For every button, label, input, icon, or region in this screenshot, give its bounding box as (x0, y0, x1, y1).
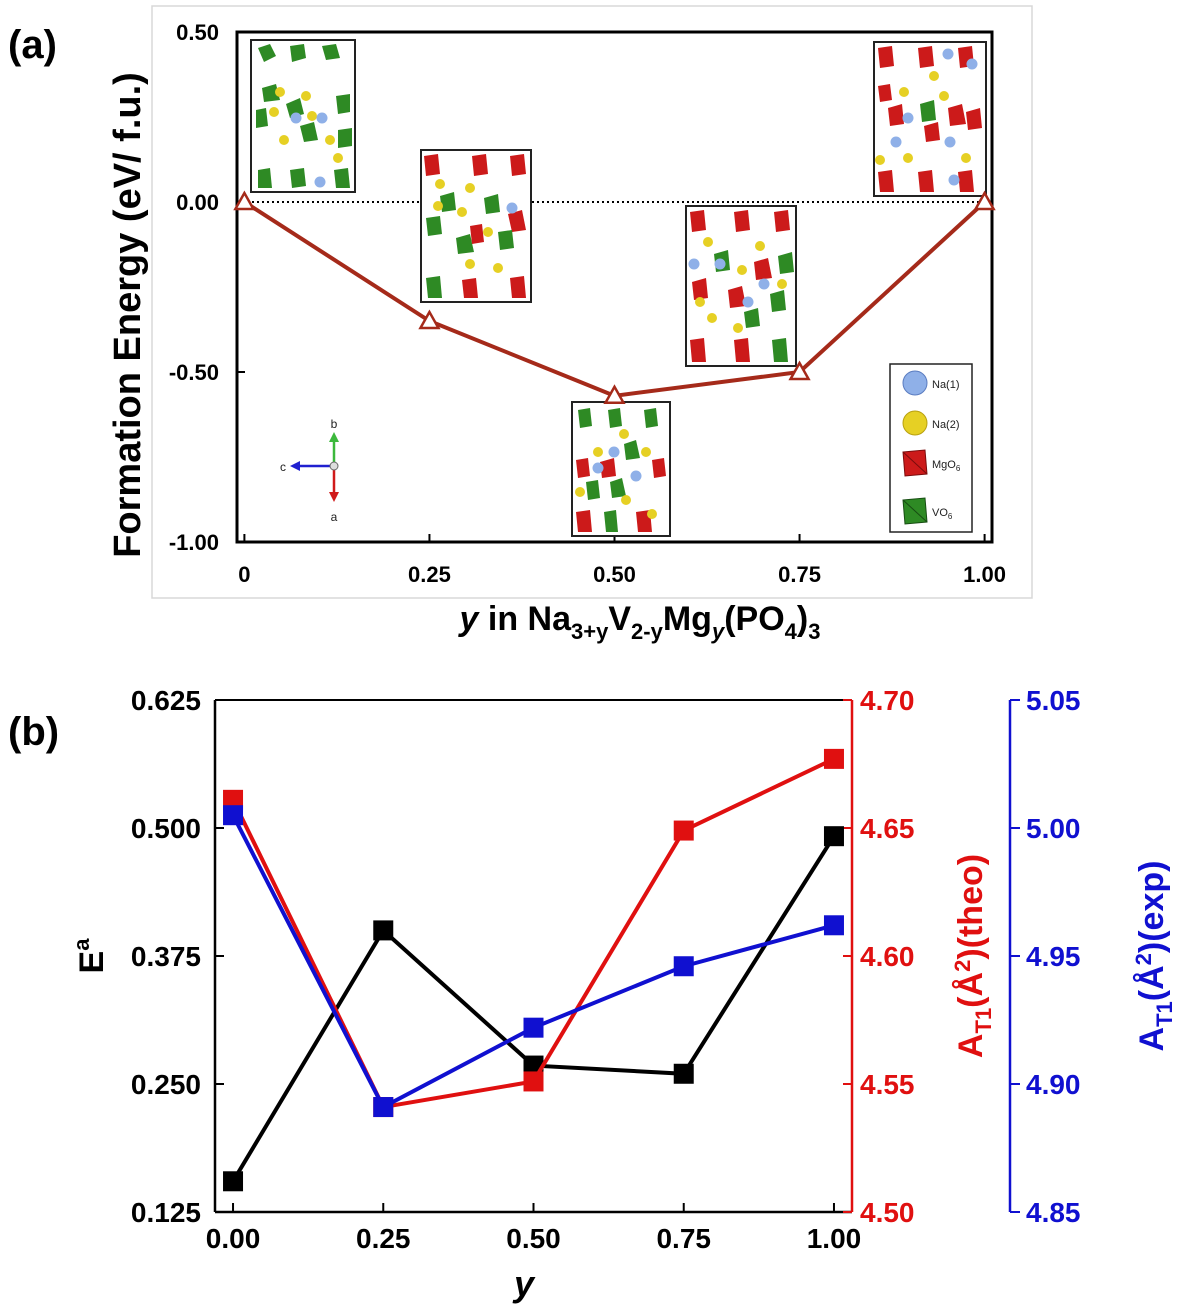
a-theo-series-point (823, 748, 844, 769)
axis-glyph-b-label: b (331, 417, 338, 431)
b-left-ytick-label: 0.125 (131, 1197, 201, 1228)
panel-b-ylabel-exp: AT1(Å2)(exp) (1131, 861, 1177, 1052)
b-exp-ytick-label: 4.90 (1026, 1069, 1081, 1100)
b-exp-ytick-label: 4.85 (1026, 1197, 1081, 1228)
b-xtick-label: 0.75 (656, 1223, 711, 1254)
panel-a: (a) 0 0.25 0.50 0.75 1.00 0.50 0.00 -0.50 -1.00 (8, 5, 1033, 644)
a-exp-series-point (373, 1097, 394, 1118)
legend-label-mgo6: MgO6 (932, 459, 961, 473)
ea-series-line (231, 835, 836, 1183)
formation-energy-point (418, 309, 441, 330)
a-theo-series-point (673, 820, 694, 841)
b-left-ytick-label: 0.500 (131, 813, 201, 844)
a-ytick-label: -0.50 (169, 360, 219, 385)
a-exp-series-point (523, 1017, 544, 1038)
a-ytick-label: -1.00 (169, 530, 219, 555)
formation-energy-point (233, 190, 256, 211)
a-ytick-label: 0.50 (176, 20, 219, 45)
a-theo-series-point (223, 789, 244, 810)
panel-a-label: (a) (8, 23, 57, 67)
panel-b-label: (b) (8, 710, 59, 754)
panel-a-xlabel: y in Na3+yV2-yMgy(PO4)3 (458, 600, 821, 644)
structure-inset-y0 (250, 39, 356, 193)
ea-series-point (823, 826, 844, 847)
b-left-ytick-label: 0.625 (131, 685, 201, 716)
formation-energy-point (788, 360, 811, 381)
a-xtick-label: 0.75 (778, 562, 821, 587)
legend: Na(1) Na(2) MgO6 VO6 (889, 363, 973, 533)
panel-b: (b) 0.00 0.25 0.50 0.75 1.00 0.125 0.250 0.375 0… (8, 685, 1177, 1304)
a-ytick-label: 0.00 (176, 190, 219, 215)
na1-legend-swatch (902, 370, 928, 396)
ea-series-point (673, 1063, 694, 1084)
crystal-axes-glyph: b c a (280, 417, 339, 524)
legend-label-vo6: VO6 (932, 507, 953, 521)
a-xtick-label: 0.25 (408, 562, 451, 587)
b-xtick-label: 0.50 (506, 1223, 561, 1254)
formation-energy-point (973, 190, 996, 211)
a-theo-series-line (231, 757, 835, 1110)
structure-inset-y025 (420, 149, 532, 303)
b-xtick-label: 0.00 (206, 1223, 261, 1254)
b-exp-ytick-label: 4.95 (1026, 941, 1081, 972)
b-exp-ytick-label: 5.05 (1026, 685, 1081, 716)
b-left-ytick-label: 0.250 (131, 1069, 201, 1100)
a-xtick-label: 0.50 (593, 562, 636, 587)
panel-b-xlabel: y (512, 1263, 536, 1304)
a-exp-series-point (823, 915, 844, 936)
b-theo-ytick-label: 4.65 (860, 813, 915, 844)
a-xtick-label: 0 (238, 562, 250, 587)
b-theo-ytick-label: 4.50 (860, 1197, 915, 1228)
legend-label-na2: Na(2) (932, 419, 960, 431)
b-theo-ytick-label: 4.70 (860, 685, 915, 716)
panel-b-ylabel-theo: AT1(Å2)(theo) (950, 854, 996, 1058)
axis-glyph-c-label: c (280, 460, 286, 474)
a-exp-series-point (673, 956, 694, 977)
structure-inset-y05 (571, 401, 671, 537)
panel-b-ylabel-left: Ea (69, 938, 111, 974)
formation-energy-line (243, 200, 986, 398)
panel-a-ylabel: Formation Energy (eV/ f.u.) (107, 72, 149, 558)
b-left-ytick-label: 0.375 (131, 941, 201, 972)
ea-series-point (223, 1171, 244, 1192)
panel-a-outer-frame (151, 5, 1033, 599)
ea-series-point (373, 920, 394, 941)
b-exp-ytick-label: 5.00 (1026, 813, 1081, 844)
na2-legend-swatch (902, 410, 928, 436)
b-xtick-label: 1.00 (807, 1223, 862, 1254)
a-exp-series-point (223, 805, 244, 826)
axis-glyph-a-label: a (331, 510, 338, 524)
a-theo-series-point (523, 1071, 544, 1092)
formation-energy-point (603, 384, 626, 405)
structure-inset-y075 (685, 205, 797, 367)
b-theo-ytick-label: 4.55 (860, 1069, 915, 1100)
b-theo-ytick-label: 4.60 (860, 941, 915, 972)
structure-inset-y1 (873, 41, 987, 197)
b-xtick-label: 0.25 (356, 1223, 411, 1254)
a-xtick-label: 1.00 (963, 562, 1006, 587)
legend-label-na1: Na(1) (932, 379, 960, 391)
